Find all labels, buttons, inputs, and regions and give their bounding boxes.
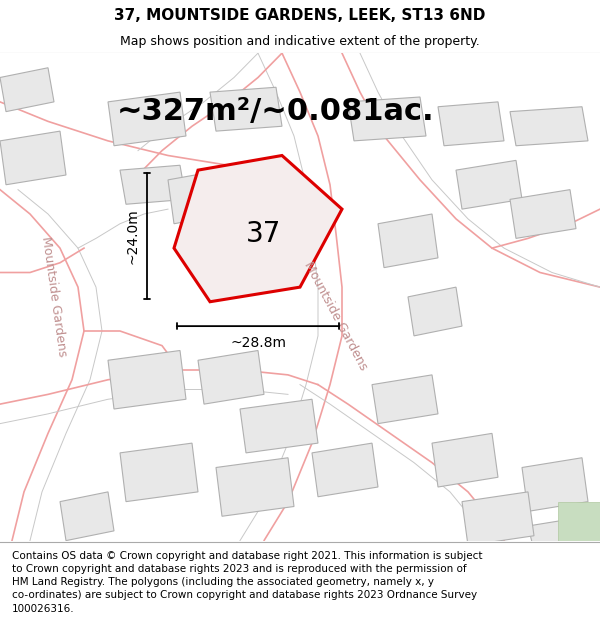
Polygon shape [240,399,318,453]
Polygon shape [108,92,186,146]
Polygon shape [528,516,594,551]
Polygon shape [174,156,342,302]
Polygon shape [432,433,498,487]
Polygon shape [108,351,186,409]
Polygon shape [120,443,198,502]
Polygon shape [216,458,294,516]
Polygon shape [372,375,438,424]
Polygon shape [216,238,282,292]
Polygon shape [408,287,462,336]
Text: 37: 37 [247,219,281,248]
Text: ~28.8m: ~28.8m [230,336,286,350]
Text: Contains OS data © Crown copyright and database right 2021. This information is : Contains OS data © Crown copyright and d… [12,551,482,614]
Text: ~327m²/~0.081ac.: ~327m²/~0.081ac. [117,97,435,126]
Polygon shape [510,107,588,146]
Polygon shape [120,165,186,204]
Polygon shape [168,170,228,224]
Text: Mountside Gardens: Mountside Gardens [302,260,370,373]
Polygon shape [210,88,282,131]
Polygon shape [558,502,600,541]
Text: ~24.0m: ~24.0m [125,208,139,264]
Text: Map shows position and indicative extent of the property.: Map shows position and indicative extent… [120,35,480,48]
Polygon shape [462,492,534,546]
Polygon shape [0,131,66,185]
Polygon shape [60,492,114,541]
Polygon shape [456,161,522,209]
Polygon shape [0,68,54,112]
Polygon shape [378,214,438,268]
Text: 37, MOUNTSIDE GARDENS, LEEK, ST13 6ND: 37, MOUNTSIDE GARDENS, LEEK, ST13 6ND [115,8,485,23]
Polygon shape [522,458,588,511]
Polygon shape [348,97,426,141]
Polygon shape [312,443,378,497]
Text: Mountside Gardens: Mountside Gardens [39,236,69,358]
Polygon shape [438,102,504,146]
Polygon shape [198,351,264,404]
Polygon shape [510,189,576,238]
